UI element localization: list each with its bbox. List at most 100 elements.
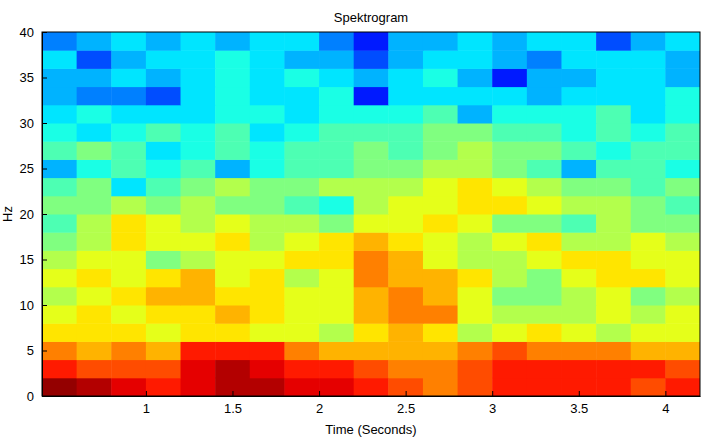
x-tick: 1 [143,391,150,416]
title: Spektrogram [334,10,408,25]
cell [354,305,389,324]
cell [354,287,389,306]
cell [354,232,389,251]
cell [111,141,146,160]
cell [111,87,146,106]
cell [215,250,250,269]
cell [146,123,181,142]
cell [388,232,423,251]
cell [319,141,354,160]
cell [215,141,250,160]
cell [492,123,527,142]
cell [631,32,666,51]
cell [388,105,423,124]
cell [319,50,354,69]
y-tick: 35 [20,70,47,85]
plot-frame [42,32,700,396]
cell [458,305,493,324]
cell [181,123,216,142]
cell [631,178,666,197]
cell [181,141,216,160]
cell [77,269,112,288]
cell [250,360,285,379]
cell [388,87,423,106]
cell [250,105,285,124]
x-tick-mark [319,391,320,396]
cell [458,141,493,160]
cell [42,87,77,106]
cell [77,196,112,215]
cell [631,159,666,178]
cell [596,178,631,197]
cell [250,50,285,69]
cell [458,32,493,51]
cell [423,141,458,160]
cell [596,250,631,269]
cell [284,87,319,106]
cell [77,250,112,269]
cell [250,32,285,51]
y-tick-label: 40 [20,25,34,40]
cell [527,141,562,160]
cell [146,87,181,106]
cell [665,287,700,306]
cell [665,196,700,215]
cell [527,250,562,269]
cell [354,50,389,69]
cell [319,360,354,379]
cell [458,378,493,396]
cell [146,378,181,396]
cell [77,341,112,360]
cell [319,378,354,396]
cell [561,50,596,69]
cell [250,305,285,324]
cell [423,159,458,178]
cell [596,269,631,288]
cell [215,196,250,215]
cell [561,159,596,178]
cell [665,214,700,233]
cell [146,178,181,197]
cell [284,159,319,178]
cell [42,68,77,87]
cell [561,105,596,124]
cell [665,32,700,51]
cell [284,341,319,360]
y-tick-label: 15 [20,252,34,267]
cell [284,250,319,269]
cell [284,232,319,251]
cell [527,196,562,215]
cell [388,250,423,269]
x-axis-line [43,396,701,397]
cell [250,250,285,269]
cell [665,141,700,160]
cell [631,141,666,160]
cell [146,50,181,69]
cell [215,123,250,142]
cell [596,214,631,233]
cell [423,287,458,306]
cell [423,50,458,69]
cell [596,287,631,306]
cell [631,123,666,142]
cell [423,68,458,87]
cell [250,123,285,142]
cell [215,32,250,51]
cell [111,105,146,124]
cell [423,105,458,124]
y-tick: 40 [20,25,47,40]
cell [215,305,250,324]
y-axis: 0510152025303540 [20,25,47,404]
cell [42,159,77,178]
cell [42,105,77,124]
cell [77,159,112,178]
cell [77,141,112,160]
x-tick: 3.5 [570,391,588,416]
cell [458,323,493,342]
cell [354,378,389,396]
cell [111,196,146,215]
cell [181,214,216,233]
cell [42,214,77,233]
cell [319,178,354,197]
cell [423,250,458,269]
